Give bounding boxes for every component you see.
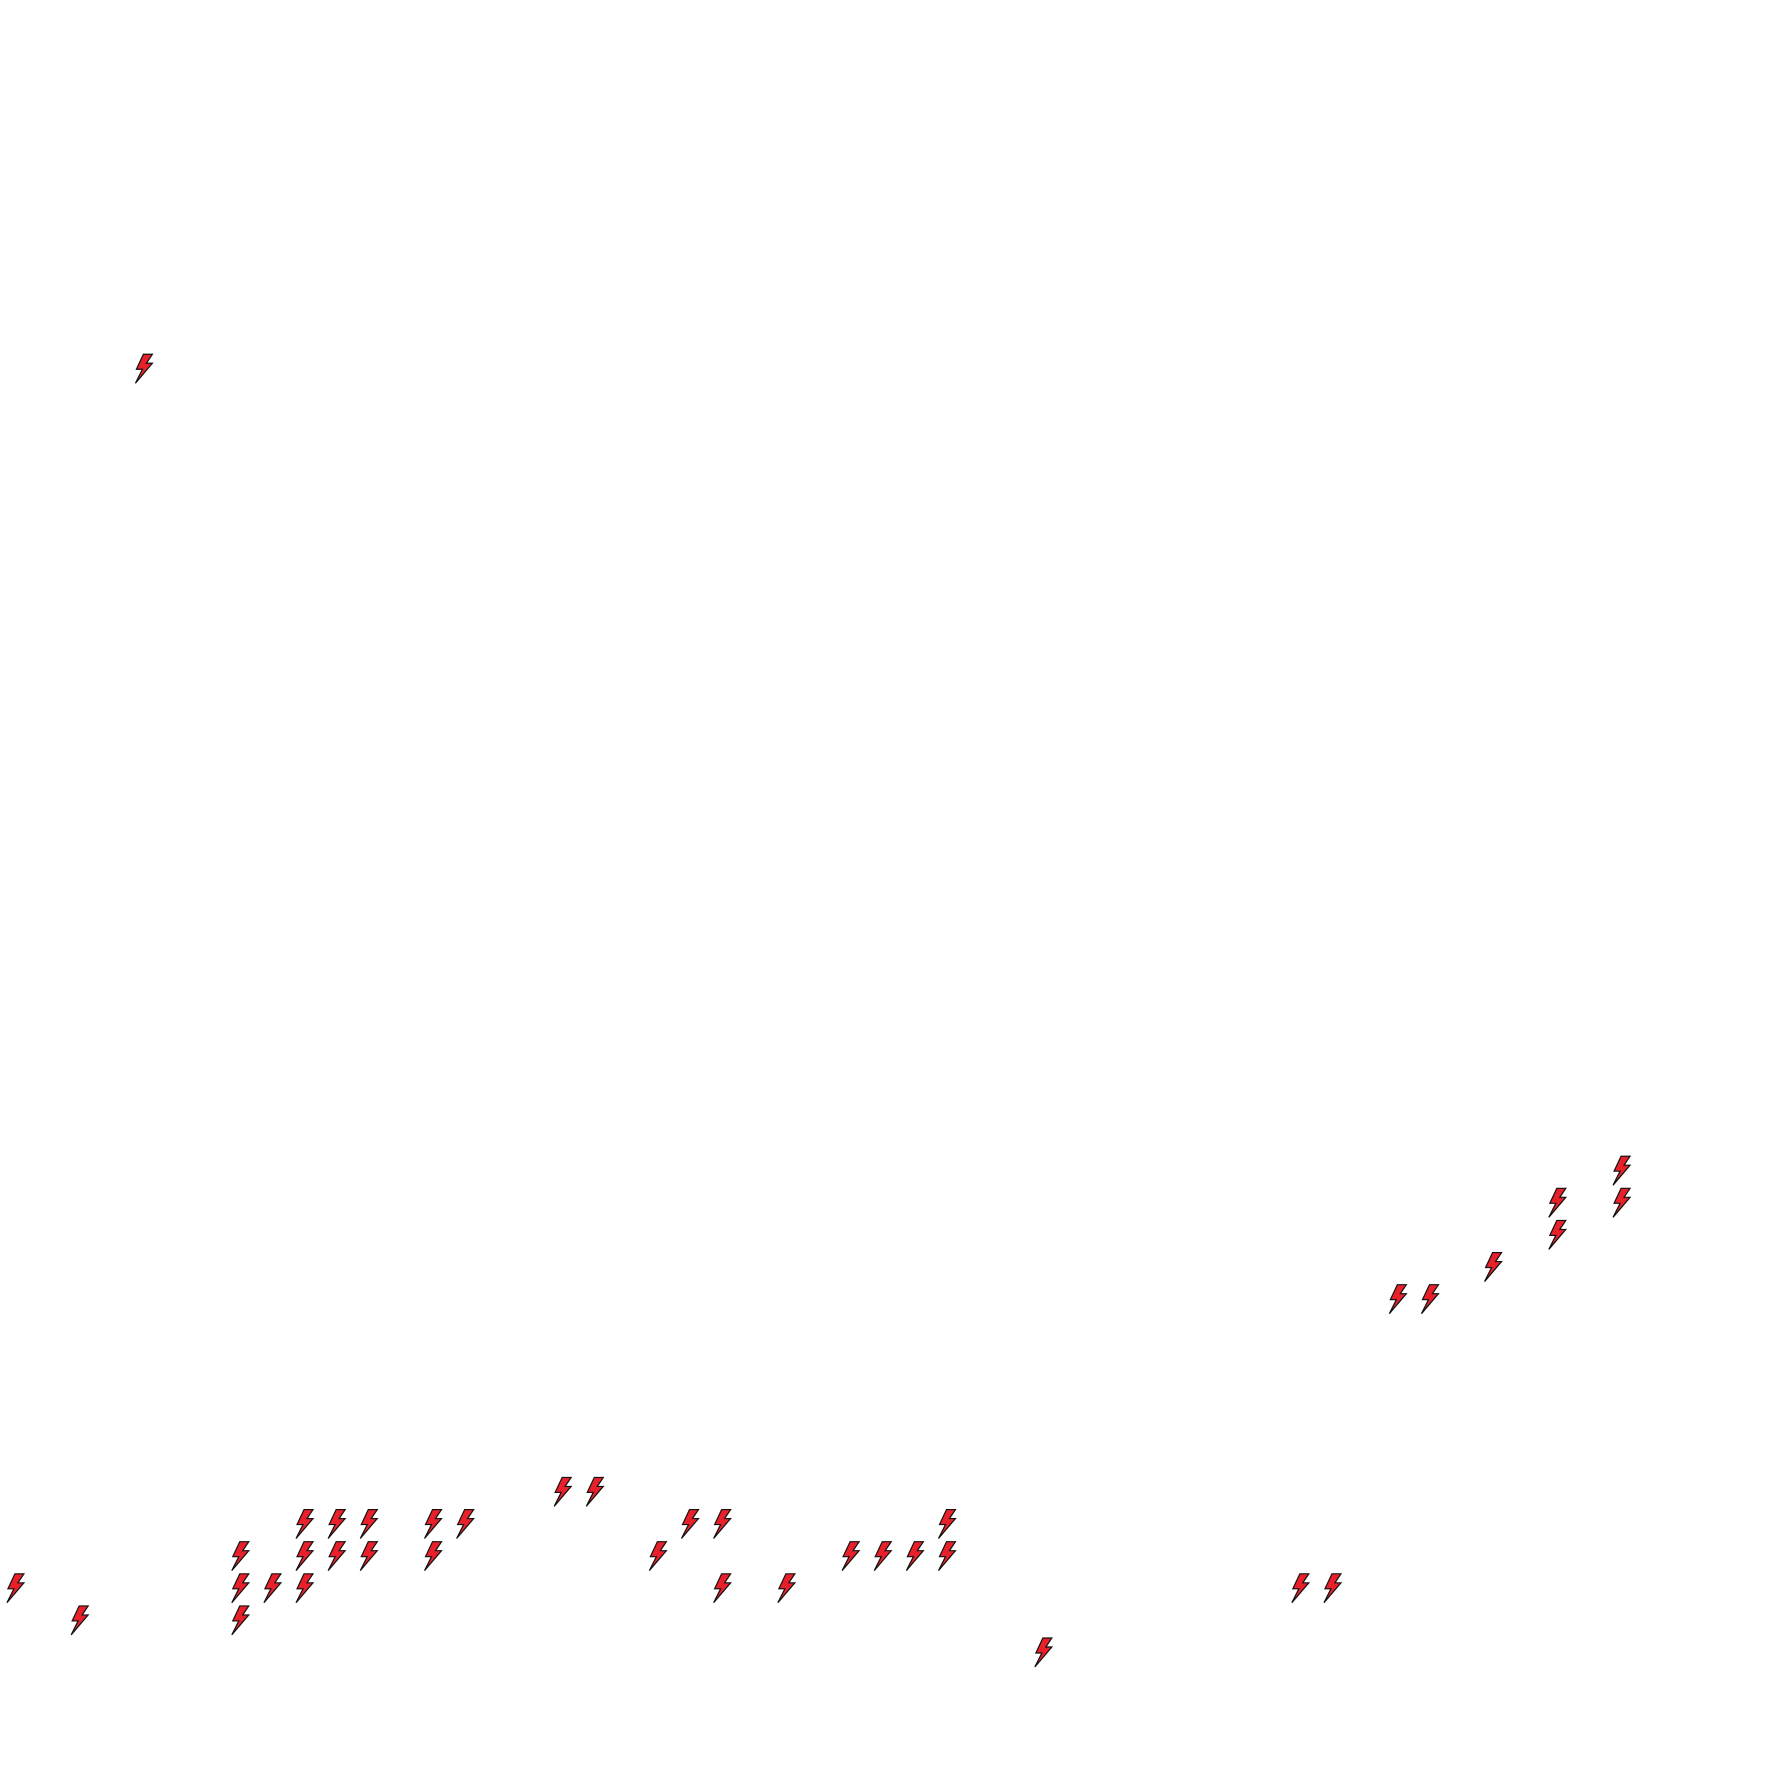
map-background xyxy=(0,0,1792,1792)
page: (() => { JSON.parse(document.getElementB… xyxy=(0,0,1792,1792)
map-canvas xyxy=(0,0,1792,1792)
